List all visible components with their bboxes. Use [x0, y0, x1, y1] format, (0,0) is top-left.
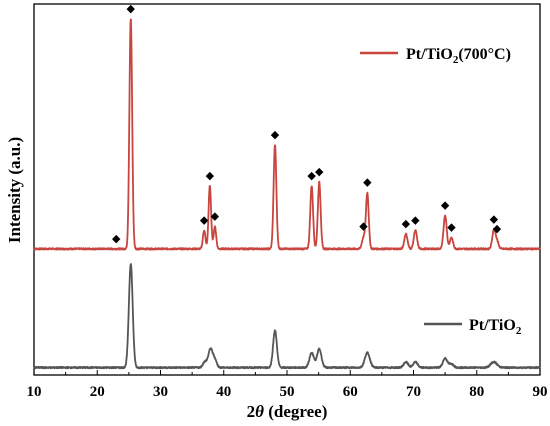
peak-marker: ◆ [307, 170, 316, 182]
x-tick-label: 60 [343, 384, 358, 400]
x-tick-label: 40 [216, 384, 231, 400]
x-tick-label: 70 [406, 384, 421, 400]
legend-series-1: Pt/TiO2(700°C) [360, 46, 511, 66]
x-tick-label: 90 [533, 384, 548, 400]
peak-marker: ◆ [211, 211, 220, 223]
peak-marker: ◆ [493, 223, 502, 235]
y-axis-label: Intensity (a.u.) [5, 137, 24, 243]
x-tick-label: 80 [469, 384, 484, 400]
peak-marker: ◆ [200, 214, 209, 226]
peak-marker: ◆ [271, 129, 280, 141]
peak-marker: ◆ [411, 214, 420, 226]
peak-marker: ◆ [441, 199, 450, 211]
peak-marker: ◆ [363, 177, 372, 189]
peak-marker: ◆ [490, 213, 499, 225]
legend-label-series-1: Pt/TiO2(700°C) [406, 46, 511, 66]
x-tick-label: 30 [153, 384, 168, 400]
peak-markers: ◆◆◆◆◆◆◆ ◆◆◆◆ ◆◆◆◆◆ [112, 3, 502, 245]
x-axis-ticks: 10 20 30 40 50 60 70 80 90 [27, 370, 548, 400]
peak-marker: ◆ [127, 3, 136, 15]
series-line-1 [33, 18, 541, 251]
peak-marker: ◆ [359, 220, 368, 232]
legend-label-series-2: Pt/TiO2 [469, 317, 522, 337]
peak-marker: ◆ [112, 233, 121, 245]
series-line-2 [33, 263, 541, 370]
peak-marker: ◆ [447, 222, 456, 234]
peak-marker: ◆ [402, 218, 411, 230]
x-tick-label: 50 [280, 384, 295, 400]
legend-series-2: Pt/TiO2 [424, 317, 522, 337]
x-axis-label: 2θ (degree) [247, 402, 328, 421]
peak-marker: ◆ [206, 170, 215, 182]
traces [33, 18, 541, 370]
x-tick-label: 10 [27, 384, 42, 400]
x-tick-label: 20 [90, 384, 105, 400]
peak-marker: ◆ [315, 166, 324, 178]
